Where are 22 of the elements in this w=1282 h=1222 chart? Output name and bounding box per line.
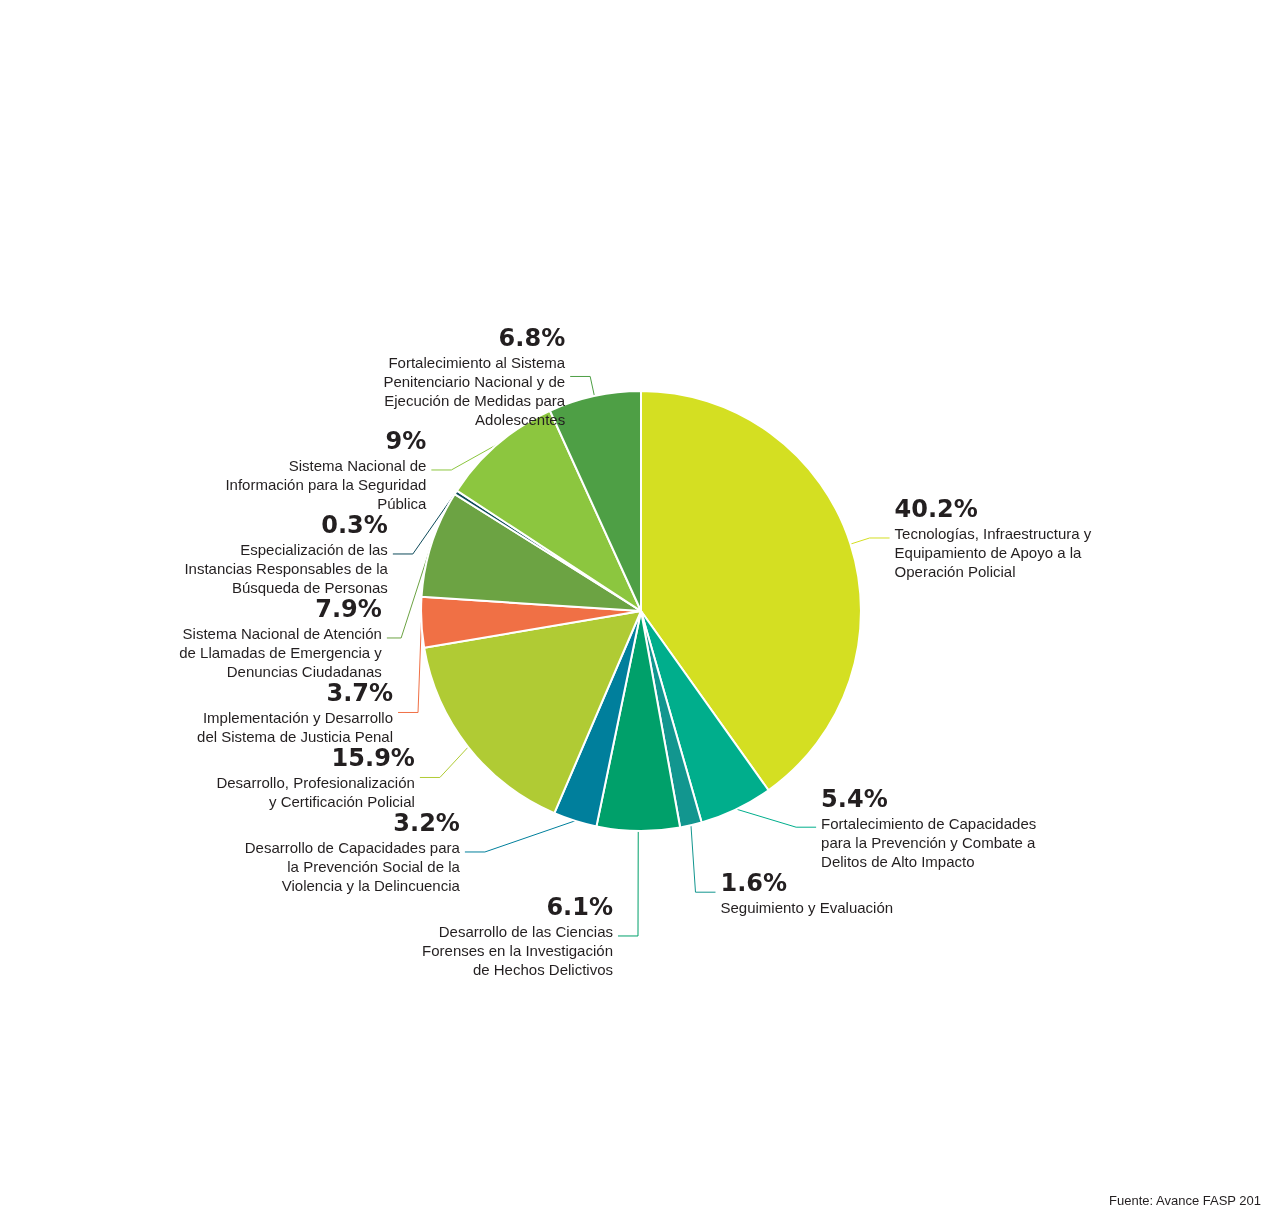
data-label: 6.8% [498,324,566,353]
slice-label: Desarrollo de las Ciencias Forenses en la Investigación de Hechos Delictivos [422,923,613,979]
slice-label: Especialización de las Instancias Responsables de la Búsqueda de Personas [184,541,389,597]
data-label: 1.6% [720,868,788,897]
data-label: 3.7% [326,679,394,708]
slice-label: Tecnologías, Infraestructura y Equipamiento de Apoyo a la Operación Policial [894,525,1092,581]
data-label: 6.1% [546,893,613,922]
data-label: 3.2% [393,809,460,838]
slice-label: Desarrollo, Profesionalización y Certificación Policial [216,774,415,811]
slice-label: Desarrollo de Capacidades para la Prevención Social de la Violencia y la Delincuencia [244,839,461,895]
slice-label: Sistema Nacional de Atención de Llamadas de Emergencia y Denuncias Ciudadanas [179,625,383,681]
source-note: Fuente: Avance FASP 201 [1109,1193,1262,1208]
slice-label: Implementación y Desarrollo del Sistema de Justicia Penal [197,709,394,746]
data-label: 0.3% [321,511,388,540]
data-label: 9% [385,427,427,456]
slice-label: Seguimiento y Evaluación [720,898,894,916]
data-label: 7.9% [315,595,382,624]
slice-label: Fortalecimiento de Capacidades para la Prevención y Combate a Delitos de Alto Impacto [821,814,1037,870]
slice-label: Sistema Nacional de Información para la Seguridad Pública [225,457,427,513]
data-label: 15.9% [331,744,415,773]
data-label: 40.2% [894,495,978,524]
data-label: 5.4% [821,784,888,813]
